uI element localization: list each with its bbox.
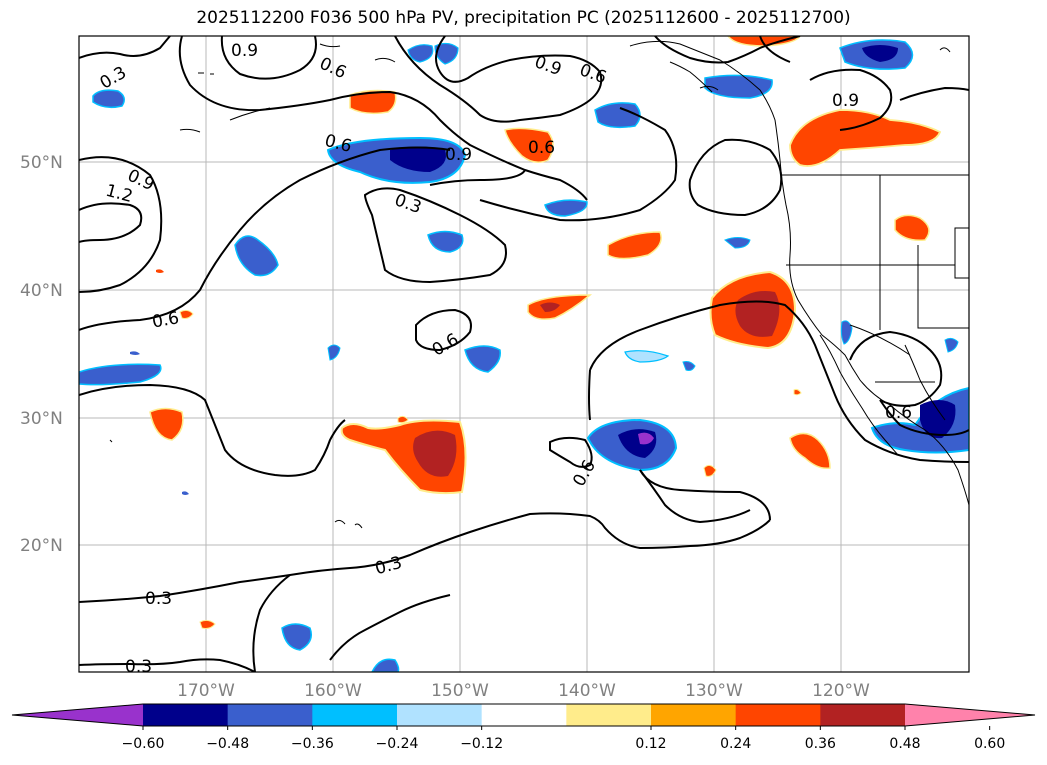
colorbar-extend-low xyxy=(12,704,143,726)
colorbar-tick-label: 0.24 xyxy=(720,736,751,752)
colorbar-tick-label: −0.48 xyxy=(206,736,249,752)
colorbar: −0.60 −0.48 −0.36 −0.24 −0.12 0.12 0.24 0.36 0.4… xyxy=(11,703,1036,752)
lat-label: 20°N xyxy=(20,536,63,556)
colorbar-tick-label: 0.12 xyxy=(635,736,666,752)
colorbar-swatch xyxy=(312,704,398,726)
lat-axis: 50°N 40°N 30°N 20°N xyxy=(20,153,63,556)
lon-label: 140°W xyxy=(558,681,616,701)
colorbar-swatch xyxy=(566,704,652,726)
contour-label: 0.6 xyxy=(528,138,555,158)
contour-label: 0.6 xyxy=(151,308,181,332)
lon-label: 170°W xyxy=(177,681,235,701)
lon-label: 150°W xyxy=(431,681,489,701)
colorbar-tick-label: 0.36 xyxy=(805,736,836,752)
positive-precip-areas xyxy=(149,36,942,629)
contour-label: 0.6 xyxy=(885,403,912,423)
colorbar-tick-label: −0.36 xyxy=(291,736,334,752)
colorbar-swatch xyxy=(735,704,821,726)
contour-label: 0.9 xyxy=(445,145,472,165)
colorbar-tick-label: −0.24 xyxy=(376,736,419,752)
lon-label: 130°W xyxy=(685,681,743,701)
map-panel: 0.9 0.3 0.6 0.9 0.6 0.6 0.9 0.9 1.2 0.3 … xyxy=(79,36,969,677)
map-frame xyxy=(78,35,970,673)
lat-label: 50°N xyxy=(20,153,63,173)
colorbar-swatch xyxy=(481,704,567,726)
lon-axis: 170°W 160°W 150°W 140°W 130°W 120°W xyxy=(177,681,870,701)
colorbar-swatch xyxy=(820,704,906,726)
lat-label: 40°N xyxy=(20,281,63,301)
colorbar-tick-label: −0.60 xyxy=(122,736,165,752)
lat-label: 30°N xyxy=(20,409,63,429)
negative-precip-areas xyxy=(79,39,969,672)
colorbar-tick-label: 0.60 xyxy=(974,736,1005,752)
colorbar-swatch xyxy=(397,704,483,726)
contour-label: 0.3 xyxy=(145,589,172,609)
pv-contours xyxy=(79,36,969,672)
coastlines xyxy=(109,40,969,529)
lon-label: 120°W xyxy=(812,681,870,701)
colorbar-swatch xyxy=(651,704,737,726)
lon-label: 160°W xyxy=(304,681,362,701)
contour-label: 0.9 xyxy=(231,41,258,61)
contour-label: 0.9 xyxy=(832,91,859,111)
colorbar-swatch xyxy=(143,704,229,726)
colorbar-swatch xyxy=(227,704,313,726)
colorbar-extend-high xyxy=(905,704,1035,726)
map-title: 2025112200 F036 500 hPa PV, precipitatio… xyxy=(196,8,851,28)
colorbar-tick-label: −0.12 xyxy=(460,736,503,752)
colorbar-tick-label: 0.48 xyxy=(889,736,920,752)
contour-label: 0.3 xyxy=(125,657,152,677)
